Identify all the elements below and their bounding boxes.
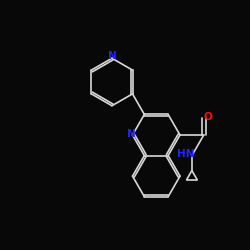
Text: O: O bbox=[203, 112, 212, 122]
Text: N: N bbox=[108, 51, 116, 61]
Text: HN: HN bbox=[177, 149, 194, 159]
Text: N: N bbox=[127, 129, 136, 139]
